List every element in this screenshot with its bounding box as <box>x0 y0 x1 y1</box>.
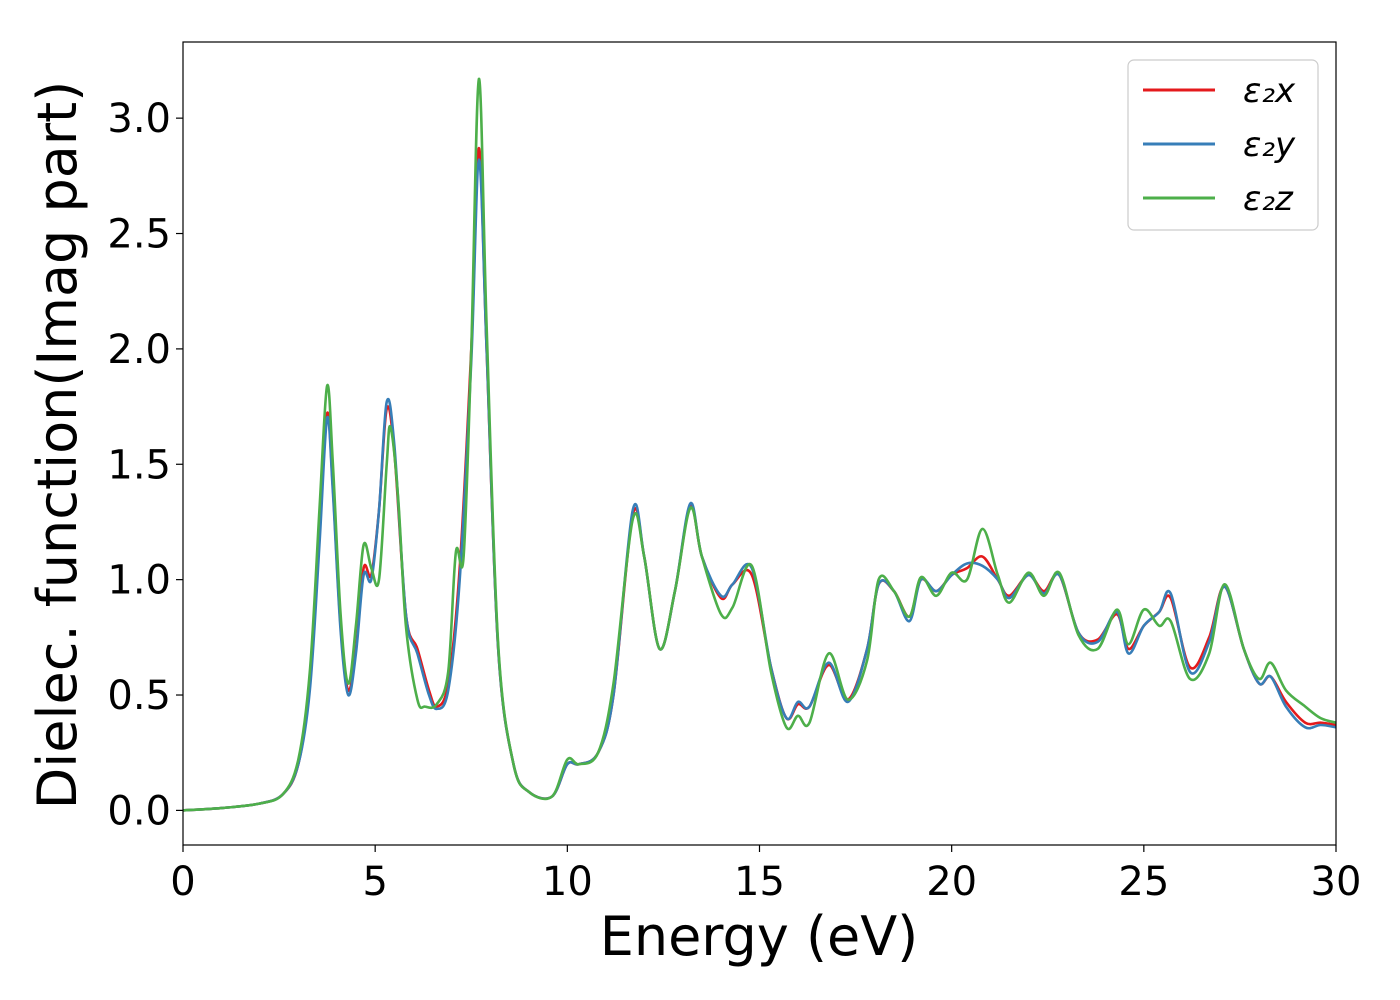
y-tick-label: 2.0 <box>107 327 171 373</box>
legend-label-eps2y: ε₂y <box>1243 125 1296 165</box>
x-tick-label: 20 <box>926 859 977 905</box>
x-axis: 0 5 10 15 20 25 30 <box>170 845 1361 905</box>
x-tick-label: 5 <box>362 859 387 905</box>
x-tick-label: 30 <box>1311 859 1362 905</box>
y-tick-label: 2.5 <box>107 212 171 258</box>
legend-label-eps2z: ε₂z <box>1243 179 1294 219</box>
x-tick-label: 15 <box>734 859 785 905</box>
y-tick-label: 1.0 <box>107 558 171 604</box>
y-axis: 0.0 0.5 1.0 1.5 2.0 2.5 3.0 <box>107 96 183 834</box>
y-tick-label: 1.5 <box>107 442 171 488</box>
legend-label-eps2x: ε₂x <box>1243 71 1296 111</box>
y-tick-label: 3.0 <box>107 96 171 142</box>
x-tick-label: 0 <box>170 859 195 905</box>
series-layer <box>183 77 1336 812</box>
series-line-eps2z <box>183 77 1336 812</box>
y-tick-label: 0.0 <box>107 788 171 834</box>
y-axis-label: Dielec. function(Imag part) <box>26 81 89 810</box>
x-tick-label: 10 <box>542 859 593 905</box>
legend-box <box>1127 59 1319 231</box>
x-axis-label: Energy (eV) <box>600 905 919 968</box>
y-tick-label: 0.5 <box>107 673 171 719</box>
legend: ε₂x ε₂y ε₂z <box>1127 59 1319 231</box>
x-tick-label: 25 <box>1118 859 1169 905</box>
